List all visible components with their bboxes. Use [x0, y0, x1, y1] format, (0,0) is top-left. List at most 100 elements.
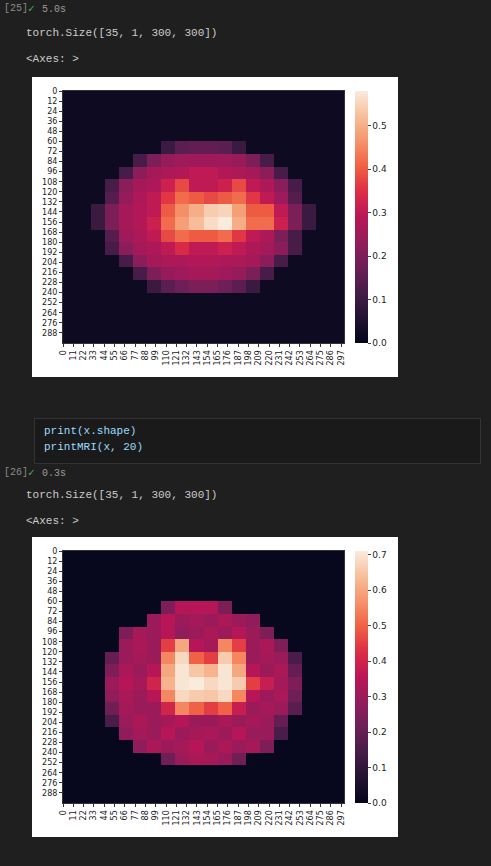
svg-text:132: 132	[42, 198, 57, 207]
svg-text:165: 165	[213, 810, 222, 825]
svg-text:252: 252	[42, 298, 57, 307]
svg-text:60: 60	[47, 597, 57, 606]
svg-text:144: 144	[42, 668, 57, 677]
svg-text:275: 275	[316, 810, 325, 825]
svg-text:0.6: 0.6	[372, 585, 387, 595]
svg-text:33: 33	[90, 810, 99, 820]
svg-text:0.1: 0.1	[372, 763, 386, 773]
svg-text:120: 120	[42, 188, 57, 197]
svg-text:240: 240	[42, 288, 57, 297]
svg-text:44: 44	[100, 350, 109, 360]
svg-text:55: 55	[110, 810, 119, 820]
svg-text:176: 176	[223, 350, 232, 365]
svg-text:253: 253	[296, 350, 305, 365]
svg-text:275: 275	[316, 350, 325, 365]
svg-text:240: 240	[42, 748, 57, 757]
svg-text:72: 72	[47, 147, 57, 156]
svg-text:24: 24	[47, 107, 57, 116]
svg-text:204: 204	[42, 258, 57, 267]
svg-text:110: 110	[162, 810, 171, 825]
svg-text:0.3: 0.3	[372, 692, 386, 702]
svg-text:36: 36	[47, 577, 57, 586]
svg-text:99: 99	[151, 350, 160, 360]
svg-text:286: 286	[326, 810, 335, 825]
svg-text:143: 143	[193, 810, 202, 825]
svg-text:253: 253	[296, 810, 305, 825]
svg-text:143: 143	[193, 350, 202, 365]
svg-text:228: 228	[42, 738, 57, 747]
svg-text:187: 187	[234, 350, 243, 365]
svg-text:60: 60	[47, 137, 57, 146]
svg-text:110: 110	[162, 350, 171, 365]
svg-text:121: 121	[172, 810, 181, 825]
svg-text:176: 176	[223, 810, 232, 825]
svg-text:156: 156	[42, 678, 57, 687]
svg-text:216: 216	[42, 268, 57, 277]
svg-text:209: 209	[254, 810, 263, 825]
svg-text:168: 168	[42, 688, 57, 697]
svg-text:144: 144	[42, 208, 57, 217]
svg-text:168: 168	[42, 228, 57, 237]
svg-text:180: 180	[42, 238, 57, 247]
svg-text:0: 0	[52, 87, 57, 96]
svg-text:11: 11	[69, 350, 78, 360]
svg-text:156: 156	[42, 218, 57, 227]
svg-text:22: 22	[79, 350, 88, 360]
svg-text:121: 121	[172, 350, 181, 365]
svg-text:132: 132	[182, 350, 191, 365]
svg-text:0: 0	[59, 810, 68, 815]
svg-text:220: 220	[265, 350, 274, 365]
svg-text:22: 22	[79, 810, 88, 820]
svg-text:84: 84	[47, 617, 57, 626]
svg-text:192: 192	[42, 248, 57, 257]
svg-text:108: 108	[42, 638, 57, 647]
svg-text:220: 220	[265, 810, 274, 825]
svg-text:96: 96	[47, 627, 57, 636]
svg-text:0.4: 0.4	[372, 164, 387, 174]
svg-text:108: 108	[42, 178, 57, 187]
svg-text:252: 252	[42, 758, 57, 767]
svg-text:77: 77	[131, 350, 140, 360]
svg-text:0.2: 0.2	[372, 251, 386, 261]
svg-text:0.4: 0.4	[372, 656, 387, 666]
svg-text:66: 66	[120, 350, 129, 360]
svg-text:88: 88	[141, 810, 150, 820]
svg-text:0.5: 0.5	[372, 621, 386, 631]
svg-text:180: 180	[42, 698, 57, 707]
svg-text:264: 264	[42, 309, 57, 318]
svg-text:286: 286	[326, 350, 335, 365]
svg-text:154: 154	[203, 810, 212, 825]
svg-text:24: 24	[47, 567, 57, 576]
svg-text:242: 242	[285, 350, 294, 365]
svg-text:99: 99	[151, 810, 160, 820]
svg-text:297: 297	[337, 350, 346, 365]
svg-text:12: 12	[47, 557, 57, 566]
svg-text:198: 198	[244, 810, 253, 825]
svg-text:264: 264	[306, 350, 315, 365]
svg-text:0.7: 0.7	[372, 550, 386, 560]
svg-text:0: 0	[52, 547, 57, 556]
svg-text:88: 88	[141, 350, 150, 360]
svg-text:209: 209	[254, 350, 263, 365]
svg-text:33: 33	[90, 350, 99, 360]
svg-text:0: 0	[59, 350, 68, 355]
svg-text:297: 297	[337, 810, 346, 825]
svg-text:165: 165	[213, 350, 222, 365]
svg-text:72: 72	[47, 607, 57, 616]
svg-text:288: 288	[42, 789, 57, 798]
svg-text:264: 264	[306, 810, 315, 825]
svg-text:0.2: 0.2	[372, 727, 386, 737]
svg-text:154: 154	[203, 350, 212, 365]
svg-text:36: 36	[47, 117, 57, 126]
svg-text:192: 192	[42, 708, 57, 717]
svg-text:0.3: 0.3	[372, 208, 386, 218]
svg-text:276: 276	[42, 779, 57, 788]
svg-text:276: 276	[42, 319, 57, 328]
svg-text:264: 264	[42, 769, 57, 778]
svg-text:77: 77	[131, 810, 140, 820]
svg-text:204: 204	[42, 718, 57, 727]
svg-text:48: 48	[47, 127, 57, 136]
svg-text:44: 44	[100, 810, 109, 820]
svg-text:216: 216	[42, 728, 57, 737]
svg-text:0.1: 0.1	[372, 295, 386, 305]
